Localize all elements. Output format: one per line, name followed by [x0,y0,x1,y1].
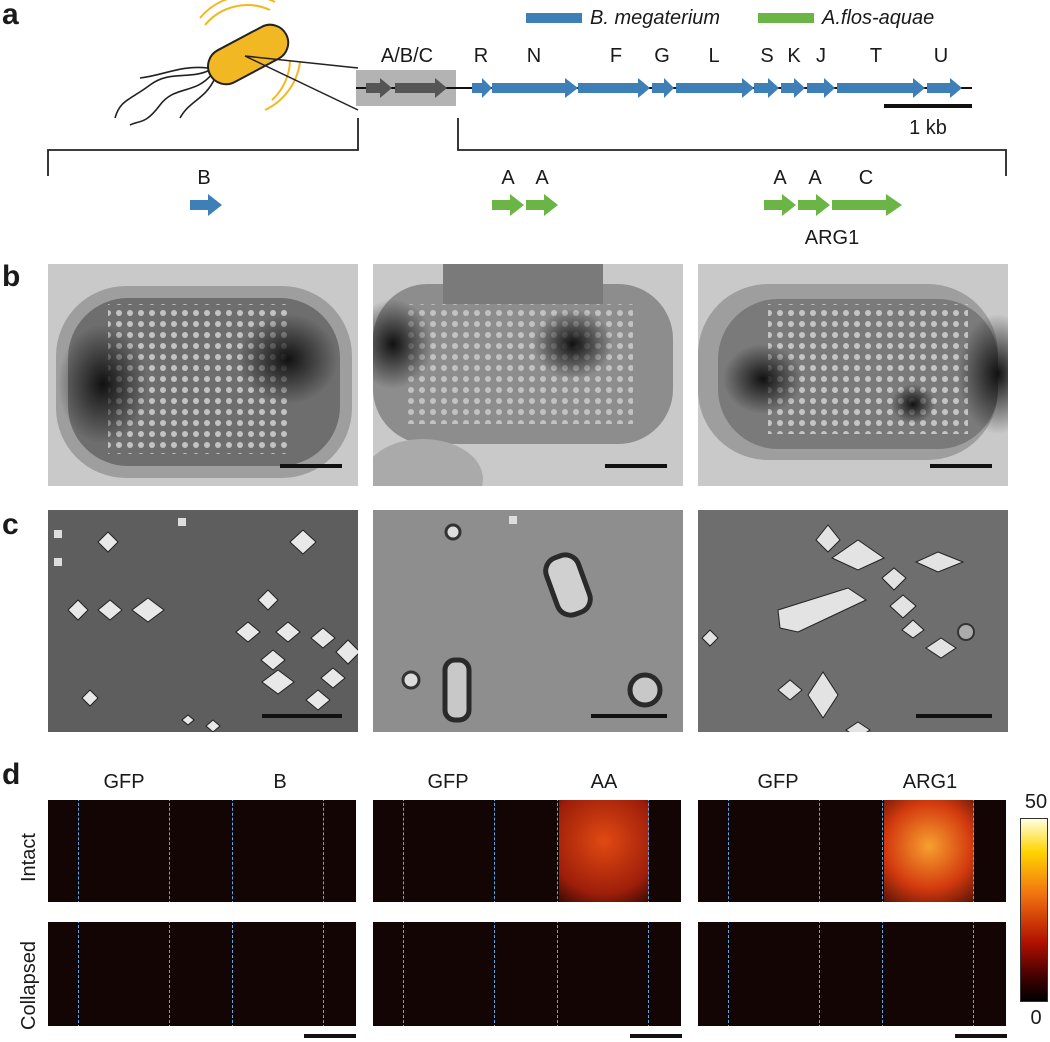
bracket-right [457,118,1007,176]
panel-label-d: d [2,758,21,791]
us-intact-b [48,800,356,902]
panel-label-b: b [2,260,21,293]
gene-f-arrow [578,78,650,98]
bacterium-illustration [114,0,359,126]
roi-gfp [78,922,170,1026]
construct1-gene-b-label: B [197,167,211,189]
us-intact-arg1 [698,800,1006,902]
tem-vesicles-arg1 [698,510,1008,732]
roi-sample [557,922,649,1026]
tem-cell-aa [373,264,683,486]
tem-vesicles-b [48,510,358,732]
construct2-gene-a1-label: A [501,167,515,189]
gene-label-g: G [654,45,670,67]
row-label-intact: Intact [18,833,40,882]
tem-cell-arg1 [698,264,1008,486]
legend-swatch-a-flos-aquae [758,13,814,23]
colorbar-min-label: 0 [1030,1007,1042,1029]
roi-gfp [403,800,495,902]
gene-j-arrow [807,78,835,98]
roi-sample [232,800,324,902]
scale-bar-b2 [605,464,667,468]
scale-bar-d3 [955,1034,1007,1038]
col-header-arg1: ARG1 [902,771,958,793]
colorbar-max-label: 50 [1024,791,1048,813]
gene-t-arrow [837,78,925,98]
gene-label-u: U [933,45,949,67]
gene-label-l: L [708,45,720,67]
gene-label-n: N [526,45,542,67]
construct1-arrow [190,194,222,216]
panel-label-c: c [2,508,19,541]
legend-label-b-megaterium: B. megaterium [590,7,721,29]
gene-label-t: T [869,45,883,67]
scale-bar-d1 [304,1034,356,1038]
gene-cluster-diagram [356,70,972,106]
colorbar [1020,818,1048,1002]
roi-gfp [78,800,170,902]
gene-u-arrow [927,78,962,98]
col-header-gfp-3: GFP [757,771,799,793]
construct2-gene-a2-label: A [535,167,549,189]
col-header-aa: AA [590,771,618,793]
gene-s-arrow [754,78,779,98]
scale-bar-c2 [591,714,667,718]
gene-label-s: S [760,45,774,67]
roi-gfp [728,922,820,1026]
construct3-gene-c-label: C [858,167,874,189]
roi-sample [882,922,974,1026]
roi-sample [557,800,649,902]
scale-bar-c3 [916,714,992,718]
us-collapsed-arg1 [698,922,1006,1026]
scale-bar-c1 [262,714,342,718]
legend-label-a-flos-aquae: A.flos-aquae [822,7,935,29]
gene-label-r: R [473,45,489,67]
roi-gfp [728,800,820,902]
construct3-name: ARG1 [804,227,860,249]
col-header-b: B [273,771,287,793]
row-label-collapsed: Collapsed [18,941,40,1030]
roi-sample [232,922,324,1026]
bracket-left [47,118,359,176]
gene-r-arrow [472,78,492,98]
gene-k-arrow [781,78,805,98]
gene-n-arrow [492,78,578,98]
cluster-box-label: A/B/C [380,45,434,67]
tem-vesicles-aa [373,510,683,732]
gene-g-arrow [652,78,674,98]
tem-cell-b [48,264,358,486]
gene-label-j: J [816,45,826,67]
signal-aa-intact [559,800,649,902]
construct3-arrows [764,194,902,216]
gene-label-f: F [609,45,623,67]
gene-l-arrow [676,78,754,98]
legend-swatch-b-megaterium [526,13,582,23]
scale-bar-b1 [280,464,342,468]
col-header-gfp-1: GFP [103,771,145,793]
roi-sample [882,800,974,902]
scale-bar-b3 [930,464,992,468]
construct3-gene-a2-label: A [808,167,822,189]
scale-bar-d2 [630,1034,682,1038]
construct3-gene-a1-label: A [773,167,787,189]
gene-label-k: K [787,45,801,67]
us-intact-aa [373,800,681,902]
us-collapsed-b [48,922,356,1026]
signal-arg1-intact [884,800,974,902]
col-header-gfp-2: GFP [427,771,469,793]
kb-scale-bar [884,104,972,108]
construct2-arrows [492,194,558,216]
us-collapsed-aa [373,922,681,1026]
roi-gfp [403,922,495,1026]
panel-label-a: a [2,0,19,31]
kb-scale-label: 1 kb [909,117,947,139]
